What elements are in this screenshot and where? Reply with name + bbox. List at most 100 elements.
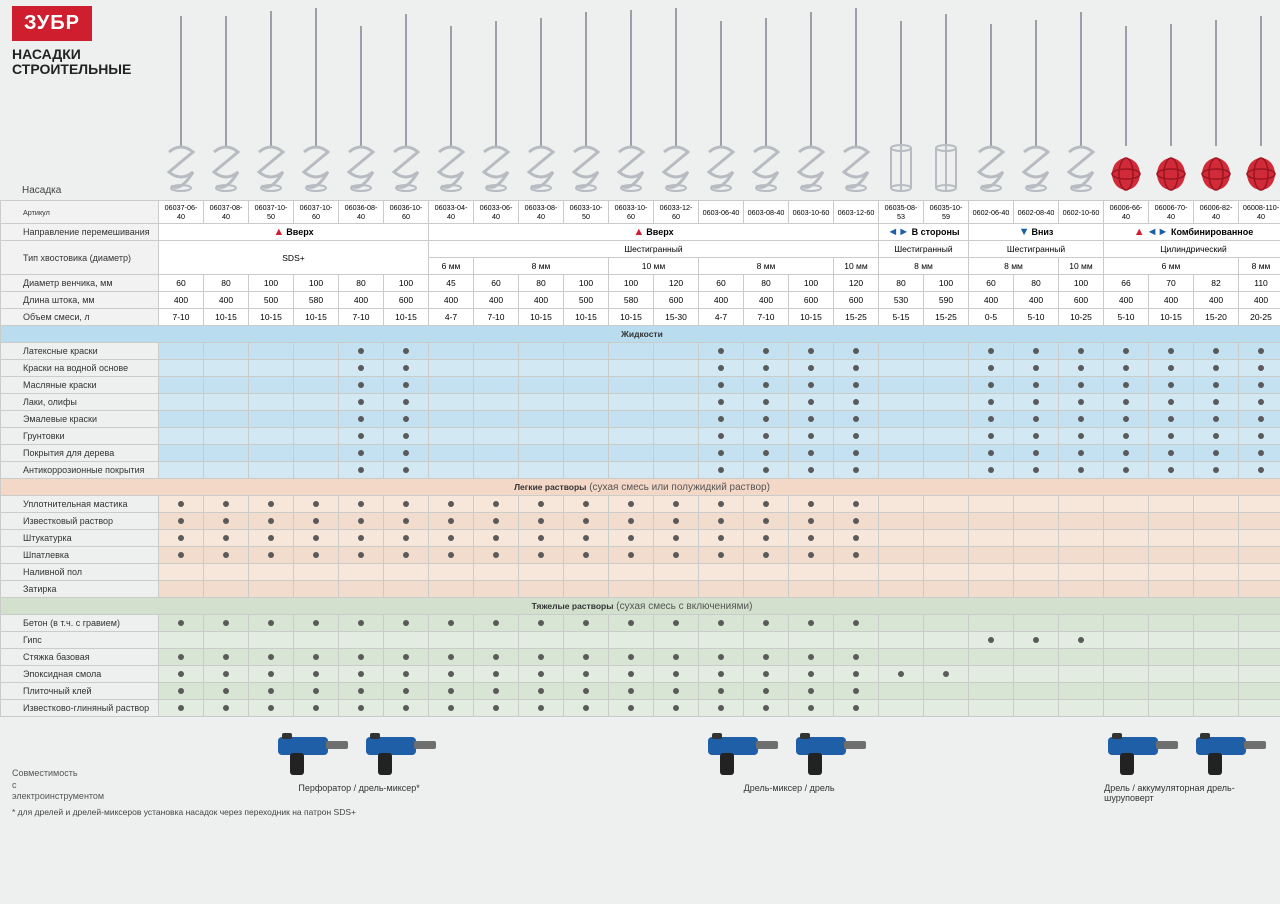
dot-icon <box>1033 365 1039 371</box>
dot-icon <box>763 365 769 371</box>
dot-icon <box>763 450 769 456</box>
brand-text: ЗУБР <box>24 12 80 34</box>
dot-icon <box>988 365 994 371</box>
dot-icon <box>313 552 319 558</box>
dot-icon <box>1258 399 1264 405</box>
dot-icon <box>1123 399 1129 405</box>
dot-icon <box>223 552 229 558</box>
dot-icon <box>1033 467 1039 473</box>
dot-icon <box>313 501 319 507</box>
dot-icon <box>223 688 229 694</box>
dot-icon <box>673 501 679 507</box>
dot-icon <box>1078 450 1084 456</box>
whisk-dia-row: Диаметр венчика, мм608010010080100456080… <box>1 275 1280 292</box>
dot-icon <box>808 535 814 541</box>
dot-icon <box>1168 348 1174 354</box>
spec-table: Артикул06037-06-4006037-08-4006037-10-50… <box>0 200 1280 717</box>
dot-icon <box>808 433 814 439</box>
compat-row: Уплотнительная мастика <box>1 496 1280 513</box>
dot-icon <box>403 501 409 507</box>
dot-icon <box>403 620 409 626</box>
dot-icon <box>763 535 769 541</box>
dot-icon <box>268 654 274 660</box>
compat-row: Масляные краски <box>1 377 1280 394</box>
dot-icon <box>538 705 544 711</box>
dot-icon <box>988 416 994 422</box>
dot-icon <box>628 654 634 660</box>
dot-icon <box>538 620 544 626</box>
drill-icon <box>274 723 356 783</box>
dot-icon <box>718 688 724 694</box>
dot-icon <box>1258 365 1264 371</box>
dot-icon <box>403 416 409 422</box>
mixer-icon <box>833 8 878 196</box>
dot-icon <box>493 654 499 660</box>
mixer-icon <box>788 12 833 196</box>
dot-icon <box>718 416 724 422</box>
dot-icon <box>808 348 814 354</box>
dot-icon <box>358 688 364 694</box>
dot-icon <box>358 671 364 677</box>
dot-icon <box>808 705 814 711</box>
dot-icon <box>178 705 184 711</box>
dot-icon <box>493 688 499 694</box>
dot-icon <box>358 705 364 711</box>
dot-icon <box>808 518 814 524</box>
mixer-icon <box>653 8 698 196</box>
dot-icon <box>1078 382 1084 388</box>
dot-icon <box>1213 467 1219 473</box>
dot-icon <box>718 654 724 660</box>
dot-icon <box>1078 348 1084 354</box>
dot-icon <box>268 620 274 626</box>
dot-icon <box>853 671 859 677</box>
dot-icon <box>493 671 499 677</box>
mixer-icon <box>923 14 968 196</box>
dot-icon <box>448 705 454 711</box>
dot-icon <box>313 671 319 677</box>
dot-icon <box>583 654 589 660</box>
dot-icon <box>448 671 454 677</box>
mixer-icon <box>1148 24 1193 196</box>
dot-icon <box>403 654 409 660</box>
dot-icon <box>1213 450 1219 456</box>
dot-icon <box>1123 467 1129 473</box>
dot-icon <box>853 535 859 541</box>
dot-icon <box>718 433 724 439</box>
dot-icon <box>763 552 769 558</box>
dot-icon <box>448 620 454 626</box>
dot-icon <box>1078 416 1084 422</box>
dot-icon <box>223 535 229 541</box>
dot-icon <box>988 348 994 354</box>
dot-icon <box>493 705 499 711</box>
dot-icon <box>718 501 724 507</box>
dot-icon <box>403 535 409 541</box>
drill-icon <box>792 723 874 783</box>
dot-icon <box>358 654 364 660</box>
dot-icon <box>673 535 679 541</box>
dot-icon <box>1123 382 1129 388</box>
dot-icon <box>358 382 364 388</box>
dot-icon <box>988 637 994 643</box>
dot-icon <box>808 450 814 456</box>
dot-icon <box>448 552 454 558</box>
dot-icon <box>493 501 499 507</box>
dot-icon <box>403 688 409 694</box>
title-line2: СТРОИТЕЛЬНЫЕ <box>12 61 131 77</box>
dot-icon <box>1033 382 1039 388</box>
section-header-liquid: Жидкости <box>1 326 1280 343</box>
mixer-icon <box>1013 20 1058 196</box>
dot-icon <box>1078 637 1084 643</box>
mix-vol-row: Объем смеси, л7-1010-1510-1510-157-1010-… <box>1 309 1280 326</box>
dot-icon <box>268 552 274 558</box>
compat-l1: Совместимость <box>12 768 78 778</box>
dot-icon <box>853 705 859 711</box>
mixer-icon <box>1238 16 1280 196</box>
dot-icon <box>808 399 814 405</box>
dot-icon <box>763 416 769 422</box>
dot-icon <box>1213 416 1219 422</box>
dot-icon <box>358 433 364 439</box>
mixer-icon <box>248 11 293 196</box>
dot-icon <box>1168 365 1174 371</box>
dot-icon <box>358 467 364 473</box>
mixer-icon <box>383 14 428 196</box>
